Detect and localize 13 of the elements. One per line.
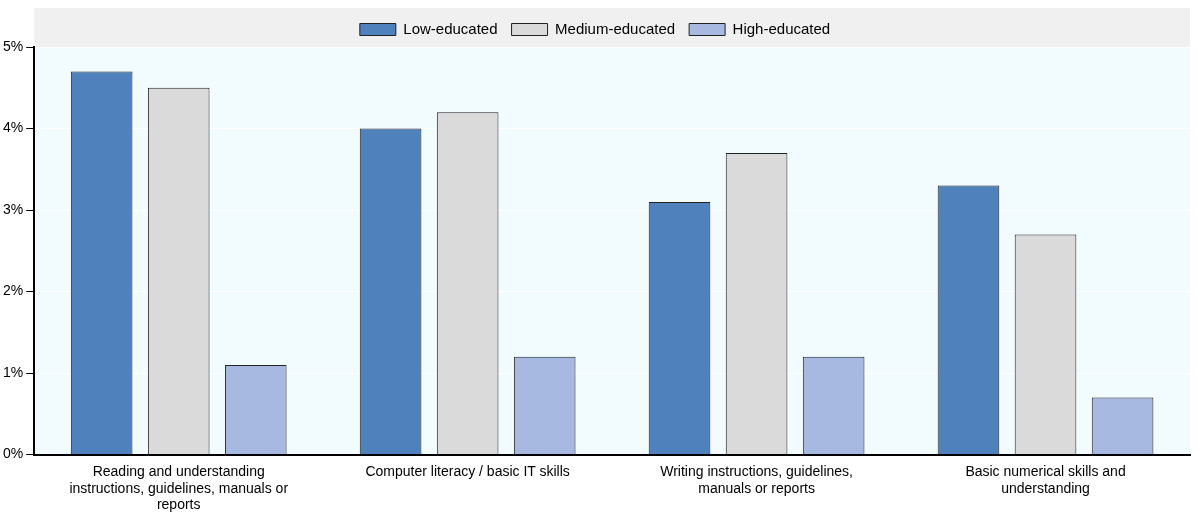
y-tick-label: 3%	[3, 200, 24, 217]
y-tick-label: 0%	[3, 445, 24, 462]
x-tick-label: Computer literacy / basic IT skills	[365, 462, 570, 479]
legend-label: Medium-educated	[555, 19, 676, 37]
y-tick-label: 5%	[3, 37, 24, 54]
x-tick-label: Basic numerical skills and understanding	[965, 462, 1126, 496]
legend-label: High-educated	[732, 19, 831, 37]
y-tick-label: 2%	[3, 282, 24, 299]
y-tick-label: 4%	[3, 119, 24, 136]
x-tick-label: Reading and understanding instructions, guidelines, manuals or reports	[69, 462, 289, 513]
y-tick-label: 1%	[3, 363, 24, 380]
x-tick-label: Writing instructions, guidelines, manuals or reports	[660, 462, 853, 496]
legend-label: Low-educated	[403, 19, 498, 37]
